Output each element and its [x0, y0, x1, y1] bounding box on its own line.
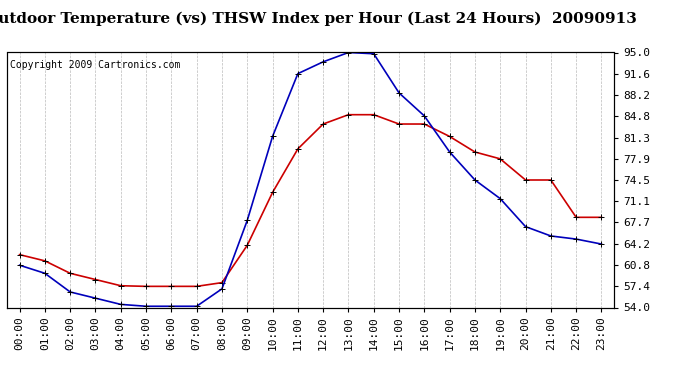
Text: Copyright 2009 Cartronics.com: Copyright 2009 Cartronics.com — [10, 60, 180, 70]
Text: Outdoor Temperature (vs) THSW Index per Hour (Last 24 Hours)  20090913: Outdoor Temperature (vs) THSW Index per … — [0, 11, 636, 26]
